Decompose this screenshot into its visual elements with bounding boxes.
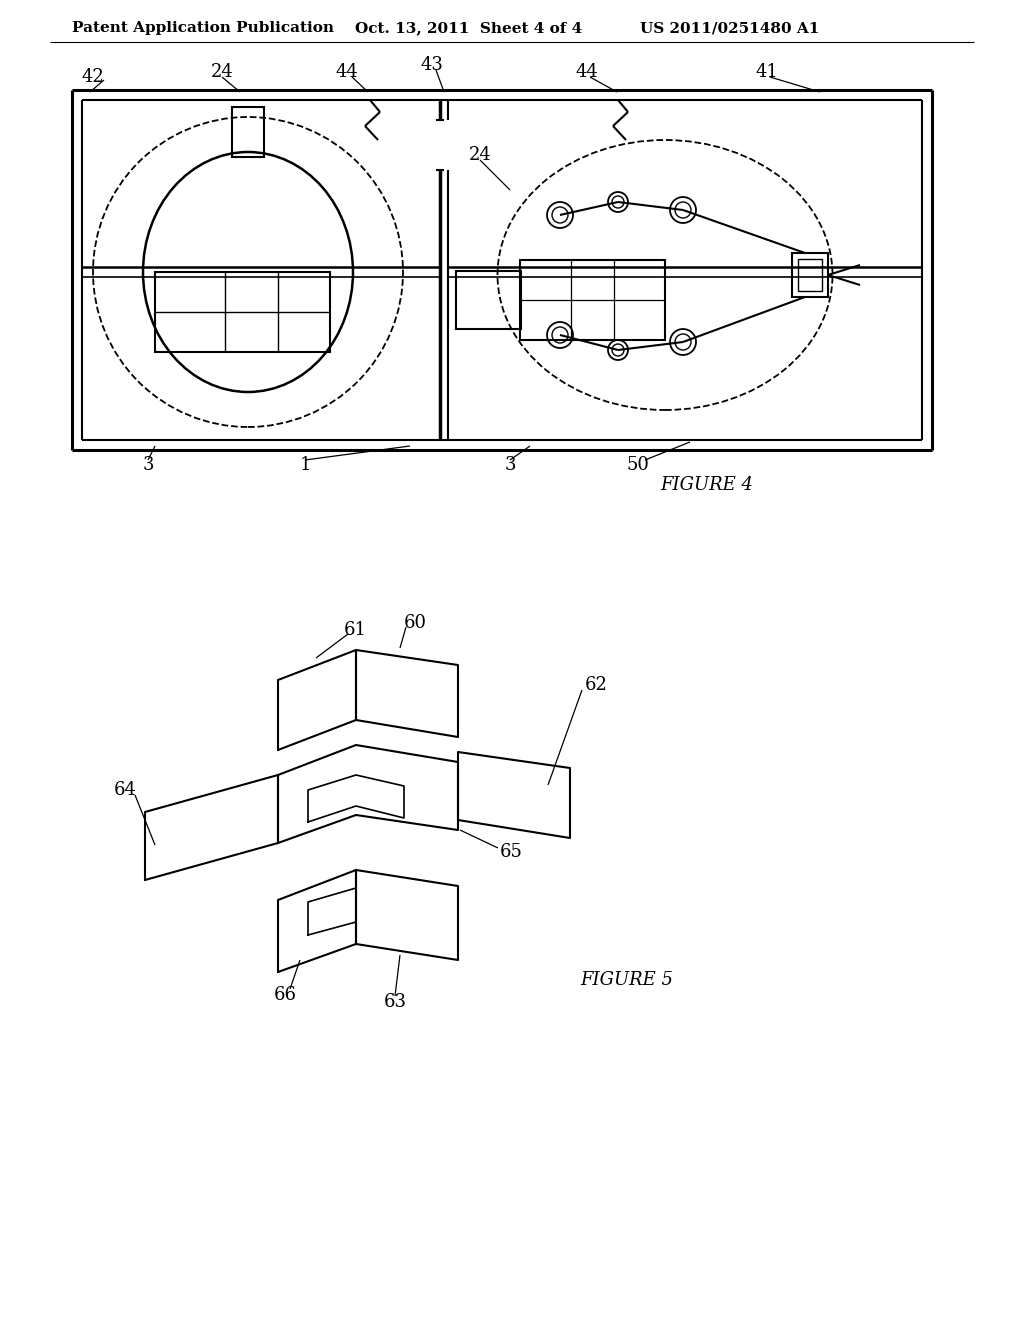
Text: 44: 44 bbox=[336, 63, 358, 81]
Bar bbox=[792, 253, 828, 297]
Text: FIGURE 4: FIGURE 4 bbox=[660, 477, 753, 494]
Text: FIGURE 5: FIGURE 5 bbox=[580, 972, 673, 989]
Bar bbox=[155, 272, 330, 352]
Text: 3: 3 bbox=[504, 455, 516, 474]
Bar bbox=[798, 259, 822, 290]
Text: 44: 44 bbox=[575, 63, 598, 81]
Text: Patent Application Publication: Patent Application Publication bbox=[72, 21, 334, 36]
Text: 41: 41 bbox=[755, 63, 778, 81]
Text: 1: 1 bbox=[299, 455, 310, 474]
Text: 42: 42 bbox=[82, 69, 104, 86]
Bar bbox=[520, 260, 665, 341]
Text: 65: 65 bbox=[500, 843, 523, 861]
Text: 3: 3 bbox=[142, 455, 154, 474]
Text: 66: 66 bbox=[273, 986, 297, 1005]
Text: 43: 43 bbox=[421, 55, 443, 74]
Text: Oct. 13, 2011  Sheet 4 of 4: Oct. 13, 2011 Sheet 4 of 4 bbox=[355, 21, 583, 36]
Text: 62: 62 bbox=[585, 676, 608, 694]
Text: 24: 24 bbox=[211, 63, 233, 81]
Text: 63: 63 bbox=[384, 993, 407, 1011]
Text: 50: 50 bbox=[627, 455, 649, 474]
Bar bbox=[232, 107, 264, 157]
Bar bbox=[456, 271, 521, 329]
Text: 60: 60 bbox=[403, 614, 427, 632]
Text: 64: 64 bbox=[114, 781, 136, 799]
Text: US 2011/0251480 A1: US 2011/0251480 A1 bbox=[640, 21, 819, 36]
Text: 61: 61 bbox=[343, 620, 367, 639]
Text: 24: 24 bbox=[469, 147, 492, 164]
